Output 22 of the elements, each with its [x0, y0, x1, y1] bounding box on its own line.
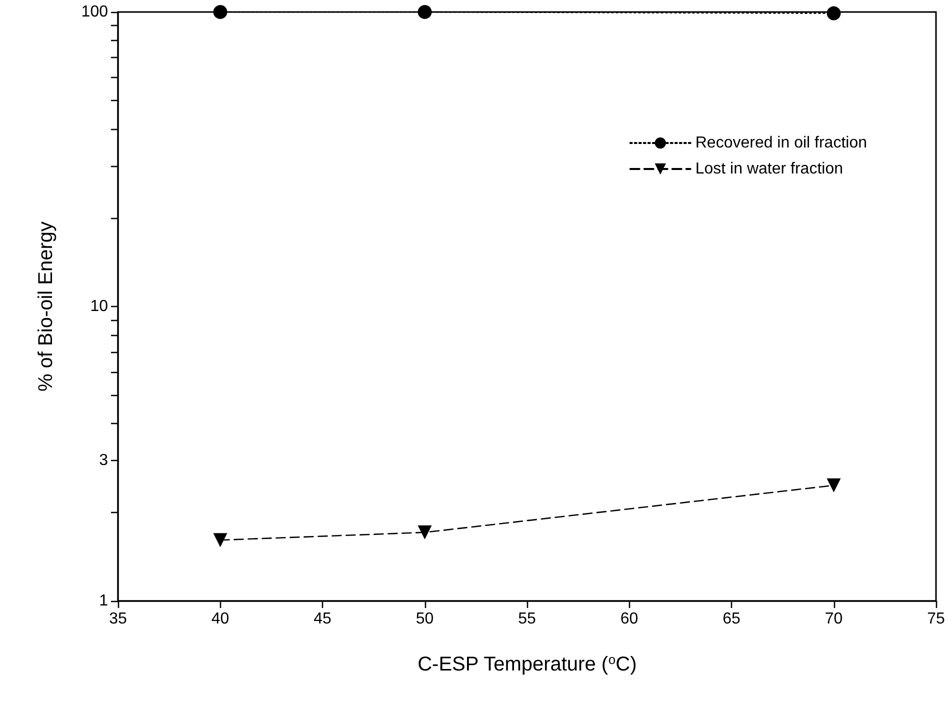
x-tick-label: 70	[824, 610, 843, 628]
point	[826, 6, 841, 20]
x-tick-label: 60	[620, 610, 638, 628]
y-tick-label: 3	[99, 452, 108, 469]
x-tick-label: 35	[109, 610, 127, 628]
x-tick-label: 50	[416, 610, 434, 628]
y-tick-label: 100	[81, 4, 108, 20]
legend-label: Lost in water fraction	[695, 160, 843, 178]
point	[213, 533, 228, 548]
x-tick-label: 75	[927, 610, 945, 628]
point	[418, 525, 432, 540]
x-tick-label: 65	[722, 610, 740, 628]
point	[418, 5, 432, 19]
point	[826, 478, 841, 492]
y-tick-label: 10	[90, 298, 108, 315]
y-tick-label: 1	[99, 592, 108, 610]
x-tick-label: 40	[211, 610, 230, 628]
x-tick-label: 55	[518, 610, 536, 628]
point	[213, 5, 228, 19]
x-tick-label: 45	[314, 610, 332, 628]
y-axis-title: % of Bio-oil Energy	[35, 221, 57, 392]
legend-label: Recovered in oil fraction	[695, 134, 867, 152]
